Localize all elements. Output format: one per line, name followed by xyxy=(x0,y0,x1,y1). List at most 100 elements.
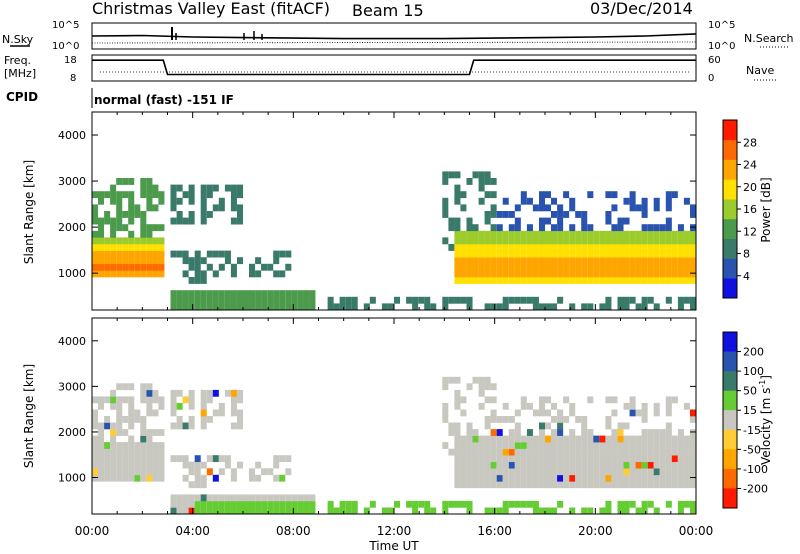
velocity-cell xyxy=(200,494,207,502)
power-cell xyxy=(170,290,177,298)
velocity-cell xyxy=(539,507,546,515)
velocity-cell xyxy=(466,474,473,482)
velocity-cell xyxy=(454,402,461,410)
power-cell xyxy=(653,257,660,265)
velocity-cell xyxy=(635,442,642,449)
velocity-cell xyxy=(690,474,697,482)
velocity-cell xyxy=(146,455,153,463)
power-cell xyxy=(454,224,461,232)
velocity-cell xyxy=(545,442,552,449)
power-cell xyxy=(104,191,111,199)
velocity-cell xyxy=(581,422,588,430)
power-cell xyxy=(520,237,527,245)
power-cell xyxy=(472,277,479,284)
velocity-cell xyxy=(98,435,105,443)
velocity-cell xyxy=(502,435,509,443)
velocity-cell xyxy=(526,455,533,463)
velocity-cell xyxy=(104,416,111,423)
velocity-cell xyxy=(587,435,594,443)
power-cell xyxy=(593,230,600,238)
power-cell xyxy=(484,250,491,258)
velocity-cell xyxy=(508,474,515,482)
velocity-cell xyxy=(629,409,636,417)
velocity-cell xyxy=(128,416,135,423)
velocity-cell xyxy=(291,494,298,502)
power-cell xyxy=(454,277,461,284)
power-cell xyxy=(490,303,497,311)
velocity-cell xyxy=(122,429,129,436)
velocity-cell xyxy=(508,468,515,476)
power-cell xyxy=(635,230,642,238)
velocity-cell xyxy=(478,455,485,463)
power-cell xyxy=(665,277,672,284)
velocity-cell xyxy=(194,474,201,482)
power-cell xyxy=(581,237,588,245)
velocity-cell xyxy=(200,402,207,410)
power-cell xyxy=(514,217,521,225)
velocity-cell xyxy=(569,435,576,443)
velocity-cell xyxy=(563,442,570,449)
power-cell xyxy=(110,237,117,245)
velocity-cell xyxy=(134,442,141,449)
power-cell xyxy=(641,211,648,218)
power-cell xyxy=(532,270,539,278)
velocity-cell xyxy=(665,429,672,436)
power-cell xyxy=(665,250,672,258)
power-cell xyxy=(690,204,697,212)
velocity-cell xyxy=(472,429,479,436)
power-cell xyxy=(140,191,147,199)
power-cell xyxy=(490,178,497,185)
velocity-cell xyxy=(659,461,666,469)
velocity-cell xyxy=(623,461,630,469)
power-cell xyxy=(502,296,509,304)
power-cell xyxy=(557,230,564,238)
velocity-cell xyxy=(484,455,491,463)
power-cell xyxy=(623,296,630,304)
power-cell xyxy=(237,204,244,212)
velocity-cell xyxy=(593,448,600,456)
power-cell xyxy=(508,277,515,284)
power-cell xyxy=(134,270,141,278)
power-cell xyxy=(484,263,491,271)
velocity-x-ticks xyxy=(91,318,697,514)
velocity-cell xyxy=(677,461,684,469)
velocity-cell xyxy=(212,389,219,397)
power-cell xyxy=(641,270,648,278)
power-cell xyxy=(490,277,497,284)
velocity-cell xyxy=(285,455,292,463)
power-cell xyxy=(285,303,292,311)
power-cell xyxy=(665,230,672,238)
velocity-cell xyxy=(545,461,552,469)
velocity-cell xyxy=(261,500,268,508)
velocity-cell xyxy=(659,442,666,449)
velocity-cell xyxy=(206,416,213,423)
power-cell xyxy=(460,257,467,265)
velocity-cell xyxy=(182,455,189,463)
power-cell xyxy=(128,197,135,205)
power-cell xyxy=(176,303,183,311)
power-cell xyxy=(611,277,618,284)
power-cell xyxy=(490,257,497,265)
velocity-cell xyxy=(158,474,165,482)
power-cell xyxy=(249,263,256,271)
velocity-cell xyxy=(285,494,292,502)
velocity-colorbar-tick-label: 50 xyxy=(743,385,757,398)
velocity-cell xyxy=(261,507,268,515)
power-cell xyxy=(629,277,636,284)
velocity-cell xyxy=(587,442,594,449)
velocity-cell xyxy=(551,455,558,463)
power-cell xyxy=(230,290,237,298)
power-cell xyxy=(611,270,618,278)
velocity-cell xyxy=(472,455,479,463)
velocity-cell xyxy=(309,494,316,502)
velocity-cell xyxy=(218,455,225,463)
velocity-cell xyxy=(647,448,654,456)
velocity-cell xyxy=(110,468,117,476)
power-cell xyxy=(200,257,207,265)
velocity-cell xyxy=(611,468,618,476)
velocity-cell xyxy=(297,500,304,508)
power-cell xyxy=(128,217,135,225)
power-cell xyxy=(454,263,461,271)
power-cell xyxy=(243,303,250,311)
velocity-cell xyxy=(424,507,431,515)
